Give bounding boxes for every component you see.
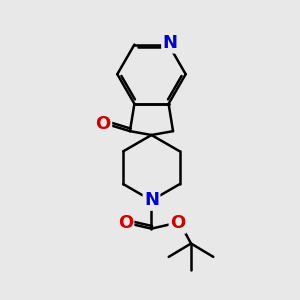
Text: N: N xyxy=(163,34,178,52)
Text: O: O xyxy=(118,214,133,232)
Text: O: O xyxy=(96,115,111,133)
Text: O: O xyxy=(170,214,185,232)
Text: N: N xyxy=(144,191,159,209)
